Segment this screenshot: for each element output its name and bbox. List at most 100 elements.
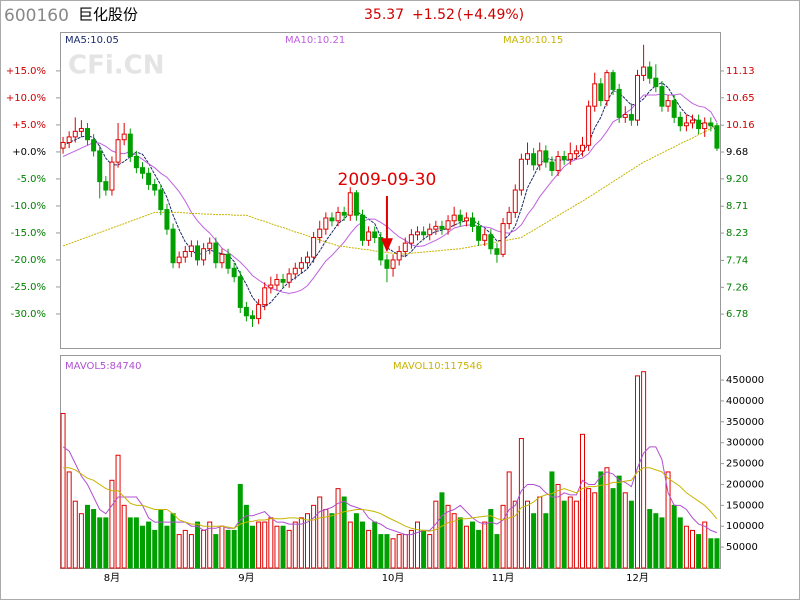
volume-bar [286, 529, 292, 569]
volume-bar [195, 521, 200, 569]
candle-body [109, 161, 115, 191]
volume-bar [500, 504, 506, 569]
candle-body [463, 217, 469, 222]
candle-body [702, 122, 708, 130]
y-tick-label: 8.71 [726, 201, 748, 212]
volume-bar [72, 500, 78, 569]
candle-body [140, 167, 145, 174]
volume-bar [256, 521, 262, 569]
candle-body [378, 237, 384, 261]
candle-body [323, 217, 329, 230]
volume-bar [525, 500, 530, 569]
candle-body [176, 256, 182, 264]
volume-bar [622, 492, 628, 569]
y-tick-label: 350000 [726, 417, 764, 428]
volume-bar [353, 513, 359, 569]
candle-body [476, 225, 482, 241]
volume-bar [225, 529, 231, 569]
y-tick-label: 8.23 [726, 228, 748, 239]
candle-body [555, 155, 561, 171]
volume-bar [537, 496, 543, 569]
volume-bar [433, 500, 439, 569]
candle-body [677, 116, 683, 127]
volume-bar [482, 521, 488, 569]
candle-body [286, 273, 292, 283]
candle-body [500, 223, 506, 255]
volume-bar [158, 509, 164, 569]
volume-bar [628, 500, 634, 569]
volume-bar [561, 500, 567, 569]
candle-body [659, 86, 665, 107]
volume-bar [250, 525, 255, 569]
volume-bar [115, 454, 121, 569]
candle-body [268, 284, 274, 289]
volume-bar [573, 500, 579, 569]
candle-body [421, 231, 427, 236]
candle-body [231, 267, 237, 278]
y-tick-label: 450000 [726, 375, 764, 386]
mavol-line [63, 467, 718, 532]
candle-body [329, 217, 335, 222]
volume-bar [616, 475, 622, 569]
candle-body [164, 209, 170, 230]
candle-body [103, 181, 109, 191]
volume-bar [696, 534, 702, 569]
candle-body [158, 189, 164, 211]
legend-entry: MA10:10.21 [285, 35, 345, 46]
candle-body [298, 262, 304, 269]
candle-body [360, 214, 365, 241]
mavol-line [62, 446, 718, 536]
candle-body [262, 287, 268, 306]
volume-bar [384, 534, 390, 569]
volume-bar [470, 521, 475, 569]
y2-tick-label: -25.0% [11, 282, 46, 293]
candle-body [311, 237, 317, 258]
volume-bar [146, 521, 152, 569]
volume-bar [653, 513, 659, 569]
volume-bar [408, 529, 414, 569]
candle-body [402, 242, 408, 253]
candle-body [543, 150, 549, 163]
candle-body [366, 231, 372, 241]
volume-bar [396, 534, 402, 569]
volume-bar [641, 371, 647, 569]
volume-bar [592, 492, 598, 569]
volume-bar [243, 504, 249, 569]
candle-body [256, 304, 262, 320]
volume-bar [677, 517, 683, 569]
volume-bar [378, 534, 384, 569]
y2-tick-label: +15.0% [6, 66, 46, 77]
candle-body [708, 122, 714, 127]
volume-bar [580, 433, 585, 569]
watermark: CFi.CN [68, 51, 164, 81]
candle-body [647, 66, 653, 79]
volume-bar [708, 538, 714, 569]
candle-body [292, 267, 298, 275]
candle-body [91, 139, 97, 152]
volume-bar [323, 509, 329, 569]
volume-bar [494, 534, 500, 569]
x-tick-label: 9月 [238, 572, 254, 584]
candle-body [616, 88, 622, 118]
y-tick-label: 9.68 [726, 147, 748, 158]
volume-bar [311, 504, 317, 569]
candle-body [127, 133, 133, 157]
candle-body [671, 100, 677, 118]
volume-bar [268, 517, 274, 569]
candle-body [567, 153, 573, 160]
volume-bar [610, 488, 616, 569]
candle-body [152, 183, 158, 191]
x-tick-label: 12月 [626, 572, 649, 584]
last-price: 35.37 [364, 7, 404, 23]
candle-body [531, 153, 537, 166]
candle-body [598, 83, 604, 102]
y-tick-label: 200000 [726, 479, 764, 490]
volume-bar [97, 517, 103, 569]
volume-bar [152, 529, 158, 569]
candle-body [696, 119, 702, 130]
volume-bar [647, 509, 653, 569]
volume-bar [549, 471, 555, 569]
volume-bar [237, 483, 243, 569]
x-tick-label: 8月 [104, 572, 120, 584]
